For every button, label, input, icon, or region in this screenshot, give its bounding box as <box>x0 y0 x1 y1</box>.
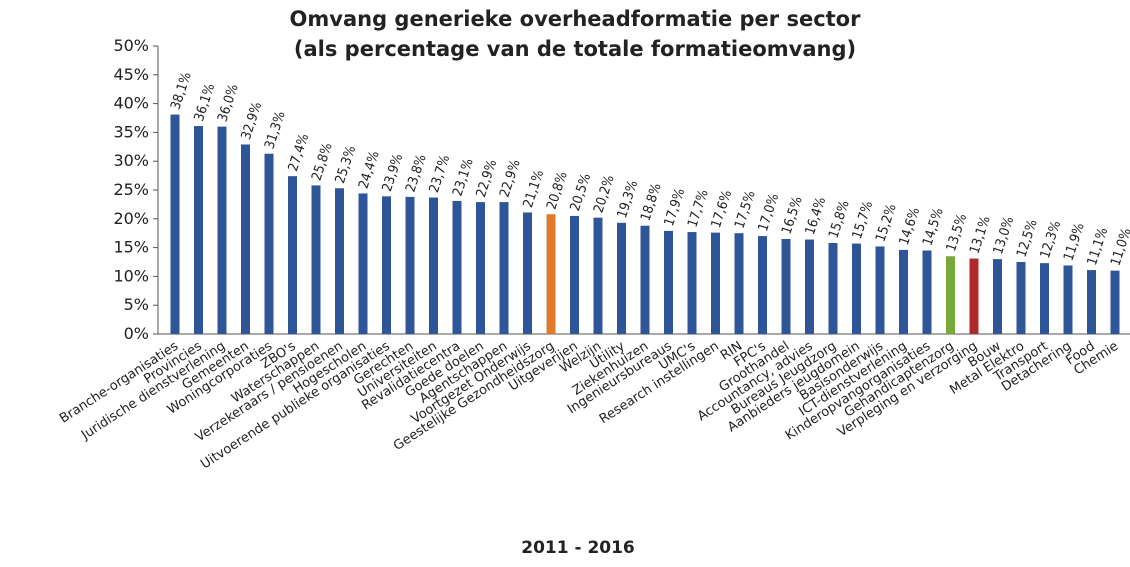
bar <box>194 126 203 335</box>
data-label: 23,7% <box>426 153 453 195</box>
data-label: 22,9% <box>497 158 524 200</box>
category-labels-group: Branche-organisatiesProvinciesJuridische… <box>57 339 1121 473</box>
data-label: 12,3% <box>1037 219 1064 261</box>
bar <box>405 196 415 334</box>
bar <box>781 238 791 334</box>
bar <box>640 225 650 334</box>
y-axis: 0% 5% 10% 15% 20% 25% 30% 35% 40% 45% 50% <box>113 36 1130 343</box>
data-label: 17,0% <box>755 192 782 234</box>
bar <box>687 232 697 334</box>
y-tick-label: 50% <box>113 36 149 55</box>
bar <box>452 200 462 334</box>
data-label: 21,1% <box>520 168 547 210</box>
bar <box>358 193 368 334</box>
data-label: 27,4% <box>285 132 312 174</box>
data-label: 20,2% <box>591 173 618 215</box>
bar <box>734 233 744 334</box>
bar <box>1040 263 1049 334</box>
data-label: 23,1% <box>450 157 477 199</box>
bar <box>288 176 297 334</box>
data-label: 25,3% <box>332 144 359 186</box>
y-tick-label: 15% <box>113 238 149 257</box>
data-label: 15,2% <box>873 202 900 244</box>
data-label: 12,5% <box>1014 218 1041 260</box>
bar <box>828 242 838 334</box>
data-label: 13,0% <box>990 215 1017 257</box>
chart-subtitle: (als percentage van de totale formatieom… <box>294 37 856 61</box>
bar <box>523 212 532 334</box>
data-label: 36,0% <box>215 82 242 124</box>
y-tick-label: 35% <box>113 122 149 141</box>
bar <box>711 232 720 334</box>
y-tick-label: 45% <box>113 65 149 84</box>
chart-title: Omvang generieke overheadformatie per se… <box>290 7 862 31</box>
bar <box>335 188 344 334</box>
y-tick-label: 25% <box>113 180 149 199</box>
data-label: 15,7% <box>849 199 876 241</box>
data-label: 11,0% <box>1108 226 1130 268</box>
bar <box>875 246 885 334</box>
bar <box>946 256 955 334</box>
bar <box>546 214 556 334</box>
data-label: 25,8% <box>309 141 336 183</box>
data-label: 14,5% <box>920 206 947 248</box>
data-label: 17,5% <box>732 189 759 231</box>
y-tick-label: 5% <box>124 295 149 314</box>
data-label: 18,8% <box>638 181 665 223</box>
data-label: 19,3% <box>614 178 641 220</box>
x-axis-label: 2011 - 2016 <box>521 538 635 558</box>
bar <box>1110 270 1120 334</box>
bar <box>241 144 250 334</box>
bar <box>476 202 485 334</box>
data-label: 15,8% <box>826 199 853 241</box>
y-tick-label: 30% <box>113 151 149 170</box>
data-label: 20,8% <box>544 170 571 212</box>
y-tick-label: 10% <box>113 266 149 285</box>
y-tick-label: 20% <box>113 209 149 228</box>
bar <box>593 217 603 334</box>
bar <box>1063 265 1073 334</box>
y-tick-label: 0% <box>124 324 149 343</box>
bar <box>758 236 767 334</box>
data-label: 16,5% <box>779 195 806 237</box>
data-label: 17,9% <box>661 186 688 228</box>
bar <box>805 239 814 334</box>
data-label: 23,9% <box>379 152 406 194</box>
bar <box>264 153 274 334</box>
data-label: 13,5% <box>943 212 970 254</box>
data-label: 20,5% <box>567 172 594 214</box>
data-label: 32,9% <box>238 100 265 142</box>
bar <box>429 197 438 334</box>
bar <box>1087 270 1096 334</box>
bar <box>499 202 509 334</box>
data-label: 38,1% <box>168 70 195 112</box>
data-label: 23,8% <box>403 153 430 195</box>
y-tick-label: 40% <box>113 94 149 113</box>
bar <box>852 243 861 334</box>
bar <box>664 230 673 334</box>
bar <box>170 114 180 334</box>
bar <box>382 196 391 334</box>
bar <box>617 222 626 334</box>
bar <box>217 126 227 334</box>
bar <box>899 249 908 334</box>
data-label: 24,4% <box>356 149 383 191</box>
bar <box>570 215 579 334</box>
bars-group <box>170 114 1120 335</box>
bar <box>969 258 979 334</box>
bar <box>993 259 1002 334</box>
data-label: 11,9% <box>1061 221 1088 263</box>
data-label: 31,3% <box>262 109 289 151</box>
bar <box>922 250 932 334</box>
bar <box>1016 262 1026 334</box>
bar <box>311 185 321 334</box>
data-label: 16,4% <box>802 195 829 237</box>
